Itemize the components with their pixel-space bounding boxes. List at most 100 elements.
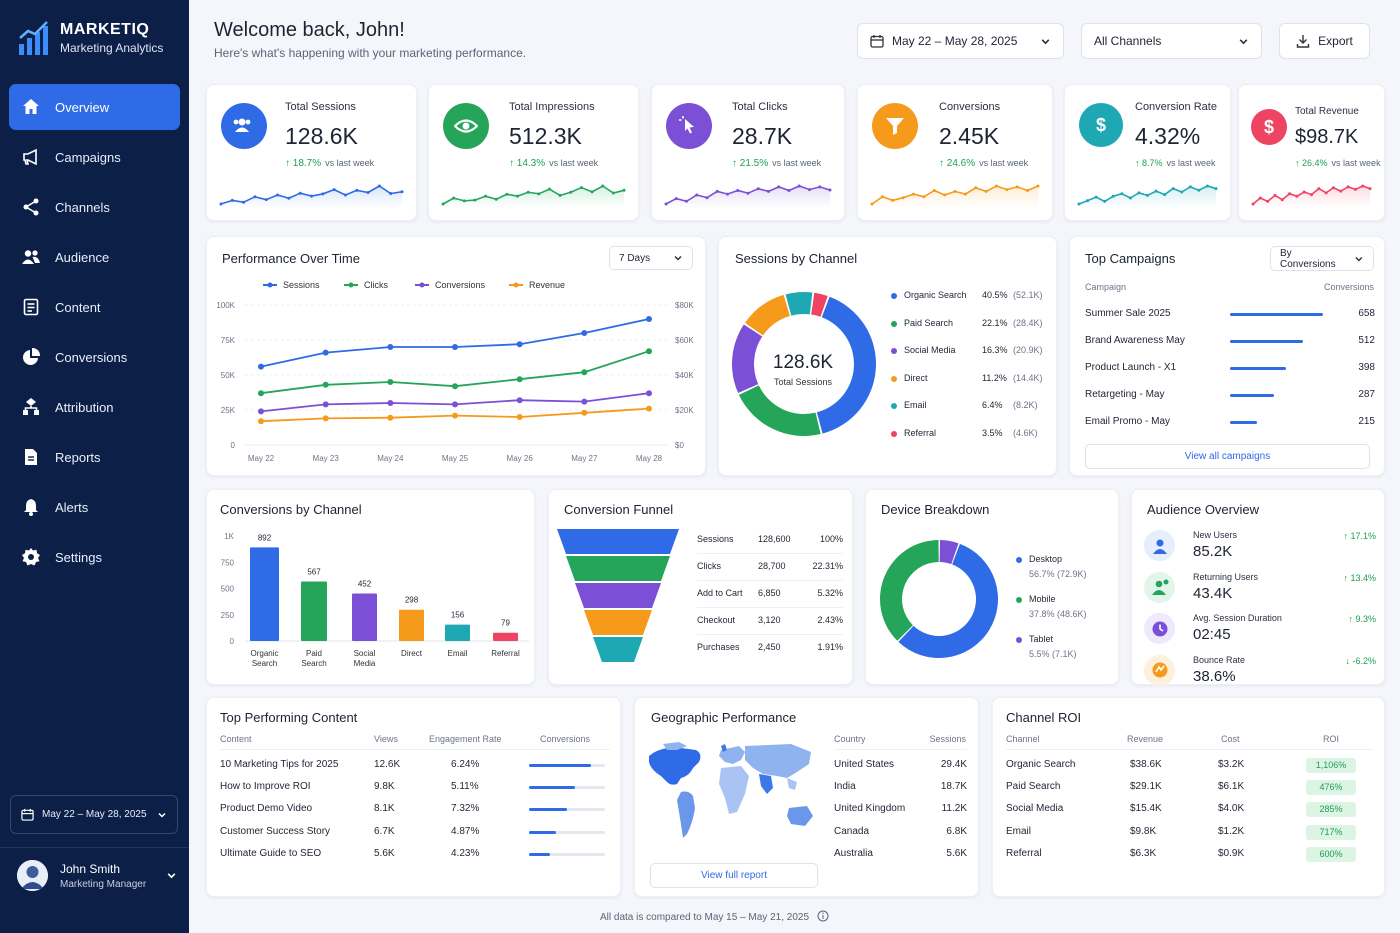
- device-legend-mobile[interactable]: Mobile 37.8% (48.6K): [1016, 594, 1112, 624]
- data-point-conversions[interactable]: [581, 398, 588, 405]
- kpi-card-total-sessions[interactable]: Total Sessions 128.6K ↑ 18.7% vs last week: [206, 84, 417, 221]
- roi-row[interactable]: Paid Search $29.1K $6.1K 476%: [1006, 780, 1374, 796]
- nav-item-alerts[interactable]: Alerts: [9, 484, 180, 530]
- geo-row[interactable]: United Kingdom 11.2K: [834, 803, 967, 817]
- campaign-sort-select[interactable]: By Conversions: [1270, 246, 1374, 271]
- content-row[interactable]: 10 Marketing Tips for 2025 12.6K 6.24%: [220, 759, 610, 773]
- funnel-stage-0[interactable]: [557, 529, 679, 554]
- user-menu[interactable]: John Smith Marketing Manager: [17, 860, 177, 891]
- funnel-row[interactable]: Checkout 3,120 2.43%: [697, 615, 843, 635]
- content-row[interactable]: How to Improve ROI 9.8K 5.11%: [220, 781, 610, 795]
- geo-row[interactable]: United States 29.4K: [834, 759, 967, 773]
- data-point-revenue[interactable]: [258, 418, 264, 425]
- nav-item-reports[interactable]: Reports: [9, 434, 180, 480]
- bar-social-media[interactable]: [352, 593, 377, 641]
- legend-row-email[interactable]: Email 6.4% (8.2K): [891, 400, 1047, 414]
- audience-metric-new-users[interactable]: New Users 85.2K ↑ 17.1%: [1144, 528, 1376, 566]
- data-point-clicks[interactable]: [646, 348, 652, 355]
- donut-slice-0[interactable]: [898, 543, 998, 658]
- kpi-card-conversion-rate[interactable]: $ Conversion Rate 4.32% ↑ 8.7% vs last week: [1064, 84, 1231, 221]
- data-point-revenue[interactable]: [516, 414, 523, 420]
- nav-item-audience[interactable]: Audience: [9, 234, 180, 280]
- nav-item-settings[interactable]: Settings: [9, 534, 180, 580]
- campaign-row[interactable]: Summer Sale 2025 658: [1085, 308, 1375, 322]
- donut-slice-1[interactable]: [738, 385, 821, 436]
- data-point-conversions[interactable]: [452, 401, 458, 408]
- funnel-row[interactable]: Purchases 2,450 1.91%: [697, 642, 843, 656]
- legend-item-clicks[interactable]: Clicks: [344, 280, 388, 290]
- legend-row-direct[interactable]: Direct 11.2% (14.4K): [891, 373, 1047, 387]
- device-legend-desktop[interactable]: Desktop 56.7% (72.9K): [1016, 554, 1112, 584]
- date-range-picker[interactable]: May 22 – May 28, 2025: [857, 23, 1064, 59]
- donut-slice-5[interactable]: [811, 292, 828, 317]
- data-point-conversions[interactable]: [258, 408, 264, 415]
- data-point-clicks[interactable]: [581, 369, 588, 376]
- view-all-campaigns-button[interactable]: View all campaigns: [1085, 444, 1370, 469]
- nav-item-overview[interactable]: Overview: [9, 84, 180, 130]
- bar-email[interactable]: [445, 624, 470, 641]
- data-point-clicks[interactable]: [258, 390, 264, 397]
- sidebar-date-picker[interactable]: May 22 – May 28, 2025: [10, 795, 178, 834]
- funnel-row[interactable]: Add to Cart 6,850 5.32%: [697, 588, 843, 608]
- legend-item-conversions[interactable]: Conversions: [415, 280, 486, 290]
- brand[interactable]: MARKETIQ Marketing Analytics: [18, 20, 163, 56]
- nav-item-attribution[interactable]: Attribution: [9, 384, 180, 430]
- data-point-sessions[interactable]: [258, 363, 264, 370]
- data-point-revenue[interactable]: [322, 415, 329, 422]
- funnel-stage-1[interactable]: [566, 556, 670, 581]
- view-full-report-button[interactable]: View full report: [650, 863, 818, 888]
- donut-slice-0[interactable]: [816, 296, 876, 434]
- nav-item-content[interactable]: Content: [9, 284, 180, 330]
- data-point-sessions[interactable]: [387, 344, 394, 350]
- campaign-row[interactable]: Retargeting - May 287: [1085, 389, 1375, 403]
- nav-item-campaigns[interactable]: Campaigns: [9, 134, 180, 180]
- kpi-card-total-clicks[interactable]: Total Clicks 28.7K ↑ 21.5% vs last week: [651, 84, 845, 221]
- bar-paid-search[interactable]: [301, 581, 327, 641]
- roi-row[interactable]: Social Media $15.4K $4.0K 285%: [1006, 802, 1374, 818]
- roi-row[interactable]: Referral $6.3K $0.9K 600%: [1006, 846, 1374, 863]
- content-row[interactable]: Product Demo Video 8.1K 7.32%: [220, 803, 610, 817]
- legend-row-referral[interactable]: Referral 3.5% (4.6K): [891, 428, 1047, 442]
- donut-slice-2[interactable]: [939, 540, 959, 565]
- data-point-sessions[interactable]: [452, 344, 458, 350]
- data-point-sessions[interactable]: [646, 316, 652, 322]
- data-point-revenue[interactable]: [581, 409, 588, 416]
- nav-item-conversions[interactable]: Conversions: [9, 334, 180, 380]
- campaign-row[interactable]: Email Promo - May 215: [1085, 416, 1375, 430]
- funnel-row[interactable]: Clicks 28,700 22.31%: [697, 561, 843, 581]
- bar-organic-search[interactable]: [250, 547, 279, 641]
- data-point-conversions[interactable]: [516, 397, 523, 404]
- audience-metric-returning-users[interactable]: Returning Users 43.4K ↑ 13.4%: [1144, 570, 1376, 608]
- data-point-revenue[interactable]: [646, 405, 652, 412]
- legend-row-social-media[interactable]: Social Media 16.3% (20.9K): [891, 345, 1047, 359]
- donut-slice-3[interactable]: [744, 294, 790, 336]
- roi-row[interactable]: Organic Search $38.6K $3.2K 1,106%: [1006, 758, 1374, 774]
- content-row[interactable]: Customer Success Story 6.7K 4.87%: [220, 826, 610, 840]
- donut-slice-4[interactable]: [785, 292, 813, 316]
- roi-row[interactable]: Email $9.8K $1.2K 717%: [1006, 824, 1374, 841]
- info-icon[interactable]: [817, 910, 829, 922]
- geo-row[interactable]: Canada 6.8K: [834, 826, 967, 840]
- bar-referral[interactable]: [493, 632, 518, 641]
- data-point-sessions[interactable]: [322, 349, 329, 356]
- legend-row-organic-search[interactable]: Organic Search 40.5% (52.1K): [891, 290, 1047, 304]
- data-point-revenue[interactable]: [387, 414, 394, 421]
- data-point-sessions[interactable]: [516, 341, 523, 348]
- export-button[interactable]: Export: [1279, 23, 1370, 59]
- donut-slice-1[interactable]: [880, 540, 939, 641]
- data-point-conversions[interactable]: [387, 400, 394, 406]
- kpi-card-conversions[interactable]: Conversions 2.45K ↑ 24.6% vs last week: [857, 84, 1053, 221]
- funnel-stage-2[interactable]: [575, 583, 661, 608]
- campaign-row[interactable]: Product Launch - X1 398: [1085, 362, 1375, 376]
- nav-item-channels[interactable]: Channels: [9, 184, 180, 230]
- kpi-card-total-revenue[interactable]: $ Total Revenue $98.7K ↑ 26.4% vs last week: [1238, 84, 1385, 221]
- legend-row-paid-search[interactable]: Paid Search 22.1% (28.4K): [891, 318, 1047, 332]
- legend-item-sessions[interactable]: Sessions: [263, 280, 320, 290]
- data-point-clicks[interactable]: [516, 376, 523, 383]
- legend-item-revenue[interactable]: Revenue: [509, 280, 565, 290]
- performance-range-select[interactable]: 7 Days: [609, 246, 693, 270]
- kpi-card-total-impressions[interactable]: Total Impressions 512.3K ↑ 14.3% vs last we…: [428, 84, 639, 221]
- data-point-clicks[interactable]: [322, 381, 329, 388]
- data-point-clicks[interactable]: [452, 383, 458, 390]
- data-point-clicks[interactable]: [387, 379, 394, 385]
